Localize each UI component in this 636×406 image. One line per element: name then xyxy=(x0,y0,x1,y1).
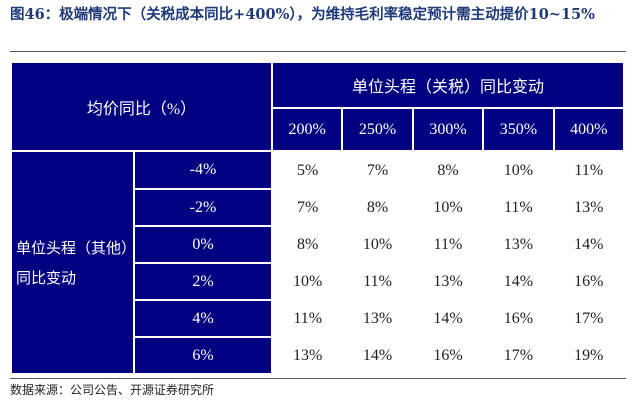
table-cell: 11% xyxy=(433,235,463,253)
table-cell: 10% xyxy=(503,161,534,179)
table-cell: 16% xyxy=(503,309,534,327)
column-header: 300% xyxy=(411,107,485,152)
table-cell: 14% xyxy=(433,309,463,327)
table-cell: 10% xyxy=(362,235,393,253)
row-header: 0% xyxy=(133,225,273,264)
table-row: 4% 11% 13% 14% 16% 17% xyxy=(11,299,624,338)
row-header: 2% xyxy=(133,262,273,301)
table-cell: 7% xyxy=(366,161,389,179)
column-header: 250% xyxy=(341,107,414,152)
table-cell: 8% xyxy=(366,198,389,216)
table-cell: 17% xyxy=(574,309,604,327)
table-cell: 10% xyxy=(293,272,323,290)
table-row: 2% 10% 11% 13% 14% 16% xyxy=(11,262,624,301)
column-header: 400% xyxy=(552,107,626,152)
table-cell: 13% xyxy=(293,346,323,364)
table-cell: 5% xyxy=(297,161,319,179)
table-cell: 11% xyxy=(574,161,604,179)
table-cell: 11% xyxy=(504,198,533,216)
table-cell: 14% xyxy=(574,235,604,253)
title-divider xyxy=(10,51,626,52)
table-cell: 16% xyxy=(433,346,463,364)
table-cell: 11% xyxy=(293,309,323,327)
figure-title: 图46：极端情况下（关税成本同比+400%），为维持毛利率稳定预计需主动提价10… xyxy=(10,6,595,23)
table-cell: 14% xyxy=(503,272,534,290)
column-group-header: 单位头程（关税）同比变动 xyxy=(271,61,625,109)
row-header: -2% xyxy=(133,188,273,227)
row-header: -4% xyxy=(133,150,273,190)
table-cell: 13% xyxy=(574,198,604,216)
source-divider xyxy=(10,378,626,379)
table-cell: 7% xyxy=(297,198,319,216)
row-group-header: 单位头程（其他）同比变动 xyxy=(10,150,135,375)
row-header: 6% xyxy=(133,336,273,375)
column-header: 350% xyxy=(482,107,555,152)
table-cell: 8% xyxy=(297,235,319,253)
price-sensitivity-table: 均价同比（%） 单位头程（关税）同比变动 200% 250% 300% 350% 400… xyxy=(10,61,626,375)
table-cell: 17% xyxy=(503,346,534,364)
row-header: 4% xyxy=(133,299,273,338)
table-row: -2% 7% 8% 10% 11% 13% xyxy=(11,188,624,227)
column-header: 200% xyxy=(270,107,344,152)
table-cell: 16% xyxy=(574,272,604,290)
table-cell: 10% xyxy=(433,198,463,216)
source-note: 数据来源：公司公告、开源证券研究所 xyxy=(10,383,215,397)
table-cell: 13% xyxy=(362,309,393,327)
table-cell: 19% xyxy=(574,346,604,364)
table-row: 6% 13% 14% 16% 17% 19% xyxy=(11,336,624,375)
table-cell: 14% xyxy=(362,346,393,364)
table-cell: 13% xyxy=(503,235,534,253)
table-row: 0% 8% 10% 11% 13% 14% xyxy=(11,225,624,264)
table-cell: 11% xyxy=(363,272,392,290)
table-cell: 8% xyxy=(437,161,459,179)
table-cell: 13% xyxy=(433,272,463,290)
table-row: 单位头程（其他）同比变动 -4% 5% 7% 8% 10% 11% xyxy=(10,150,624,375)
corner-header: 均价同比（%） xyxy=(10,61,273,152)
